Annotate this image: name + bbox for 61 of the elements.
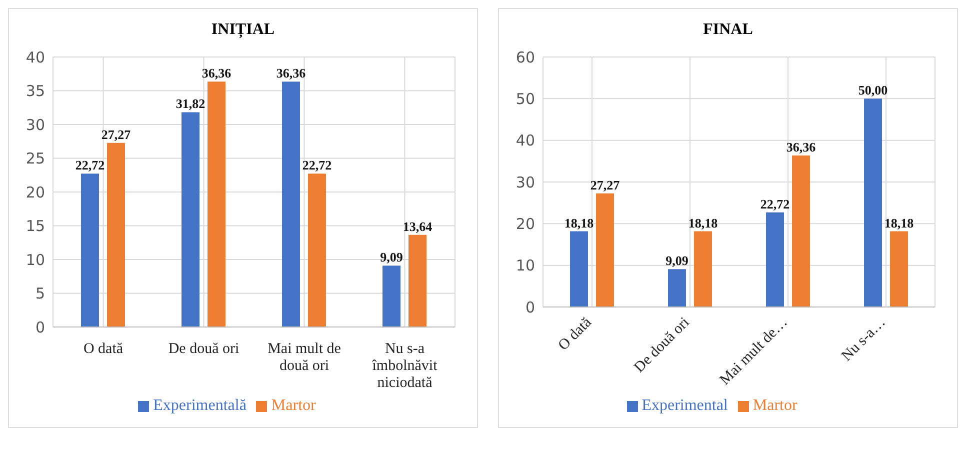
chart-title: FINAL [702, 20, 754, 40]
bar [182, 112, 200, 327]
data-label: 27,27 [101, 126, 132, 142]
bar [107, 142, 125, 327]
bar [792, 156, 810, 307]
data-label: 50,00 [858, 82, 888, 98]
data-label: 36,36 [202, 66, 232, 81]
data-label: 9,09 [666, 253, 689, 268]
bar [570, 231, 588, 307]
y-tick-label: 40 [26, 48, 45, 66]
x-tick-label: Mai mult de… [717, 314, 791, 388]
y-tick-label: 10 [26, 250, 45, 269]
y-tick-label: 10 [516, 256, 535, 275]
legend-label: Experimental [642, 397, 728, 414]
x-tick-label: O dată [556, 314, 596, 354]
y-tick-label: 30 [516, 173, 535, 192]
legend-label: Experimentală [153, 397, 246, 414]
bar [208, 82, 226, 327]
y-tick-label: 25 [26, 150, 45, 168]
data-label: 13,64 [402, 218, 433, 234]
bar [694, 231, 712, 307]
bar [766, 212, 784, 307]
y-tick-label: 35 [26, 82, 45, 100]
y-tick-label: 5 [35, 284, 45, 303]
data-label: 36,36 [276, 66, 306, 81]
bar [382, 266, 400, 327]
data-label: 22,72 [760, 196, 790, 212]
x-tick-label: Nu s-a… [838, 314, 889, 364]
y-tick-label: 15 [26, 217, 45, 236]
y-tick-label: 0 [35, 318, 45, 336]
y-tick-label: 50 [516, 90, 535, 108]
data-label: 18,18 [688, 215, 718, 230]
y-tick-label: 0 [525, 298, 535, 316]
data-label: 18,18 [564, 215, 594, 230]
y-tick-label: 20 [26, 183, 45, 202]
data-label: 31,82 [176, 96, 206, 112]
bar [890, 231, 908, 307]
y-tick-label: 20 [516, 214, 535, 233]
bar [596, 193, 614, 307]
data-label: 22,72 [302, 158, 332, 173]
y-tick-label: 30 [26, 116, 45, 134]
x-tick-label: Nu s-a îmbolnăvit niciodată [371, 341, 438, 391]
x-tick-label: Mai mult de două ori [268, 341, 342, 374]
y-tick-label: 60 [516, 48, 535, 66]
data-label: 36,36 [786, 140, 816, 154]
bar [282, 82, 300, 327]
data-label: 22,72 [75, 158, 105, 173]
legend-label: Martor [752, 397, 798, 414]
x-tick-label: De două ori [168, 341, 240, 357]
legend-label: Martor [271, 397, 316, 414]
bar [408, 234, 426, 327]
data-label: 18,18 [884, 215, 914, 230]
x-tick-label: O dată [83, 341, 124, 357]
chart-title: INIȚIAL [210, 20, 276, 40]
y-tick-label: 40 [516, 132, 535, 150]
bar [864, 98, 882, 307]
bar [668, 269, 686, 307]
data-label: 9,09 [380, 250, 404, 265]
data-label: 27,27 [590, 177, 620, 192]
bar [81, 174, 99, 327]
bar [308, 174, 326, 327]
